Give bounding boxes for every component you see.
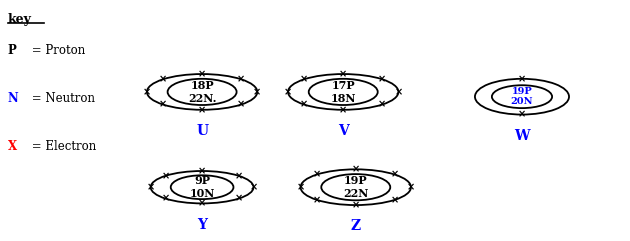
Text: N: N (8, 92, 18, 105)
Text: ×: × (339, 69, 347, 79)
Text: key: key (8, 13, 32, 26)
Text: = Proton: = Proton (28, 44, 86, 57)
Text: ×: × (234, 171, 243, 181)
Text: V: V (338, 124, 348, 138)
Text: ×: × (234, 194, 243, 204)
Text: ×: × (391, 170, 399, 180)
Text: 18P
22N.: 18P 22N. (188, 80, 216, 104)
Text: ×: × (147, 182, 155, 192)
Text: 17P
18N: 17P 18N (331, 80, 356, 104)
Text: Y: Y (197, 218, 207, 232)
Text: 9P
10N: 9P 10N (190, 175, 215, 199)
Text: ×: × (394, 87, 403, 97)
Text: ×: × (339, 105, 347, 115)
Text: 19P
22N: 19P 22N (343, 175, 369, 199)
Text: U: U (196, 124, 208, 138)
Text: ×: × (407, 182, 415, 192)
Text: ×: × (518, 74, 526, 84)
Text: ×: × (143, 87, 151, 97)
Text: ×: × (162, 194, 170, 204)
Text: ×: × (312, 170, 321, 180)
Text: ×: × (391, 195, 399, 205)
Text: ×: × (297, 182, 305, 192)
Text: ×: × (198, 198, 206, 208)
Text: ×: × (159, 74, 167, 84)
Text: 19P
20N: 19P 20N (511, 87, 533, 106)
Text: ×: × (378, 100, 386, 110)
Text: ×: × (284, 87, 292, 97)
Text: ×: × (300, 100, 308, 110)
Text: = Neutron: = Neutron (28, 92, 95, 105)
Text: ×: × (249, 182, 258, 192)
Text: ×: × (237, 100, 245, 110)
Text: ×: × (198, 69, 206, 79)
Text: = Electron: = Electron (28, 140, 96, 153)
Text: ×: × (518, 110, 526, 120)
Text: ×: × (253, 87, 261, 97)
Text: ×: × (198, 105, 206, 115)
Text: W: W (514, 129, 530, 143)
Text: ×: × (237, 74, 245, 84)
Text: ×: × (352, 164, 360, 174)
Text: Z: Z (351, 219, 361, 233)
Text: ×: × (198, 166, 206, 176)
Text: ×: × (352, 200, 360, 210)
Text: ×: × (378, 74, 386, 84)
Text: ×: × (300, 74, 308, 84)
Text: ×: × (162, 171, 170, 181)
Text: P: P (8, 44, 16, 57)
Text: ×: × (312, 195, 321, 205)
Text: X: X (8, 140, 17, 153)
Text: ×: × (159, 100, 167, 110)
